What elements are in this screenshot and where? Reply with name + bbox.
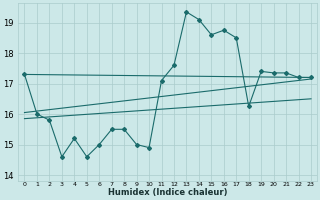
X-axis label: Humidex (Indice chaleur): Humidex (Indice chaleur) — [108, 188, 228, 197]
